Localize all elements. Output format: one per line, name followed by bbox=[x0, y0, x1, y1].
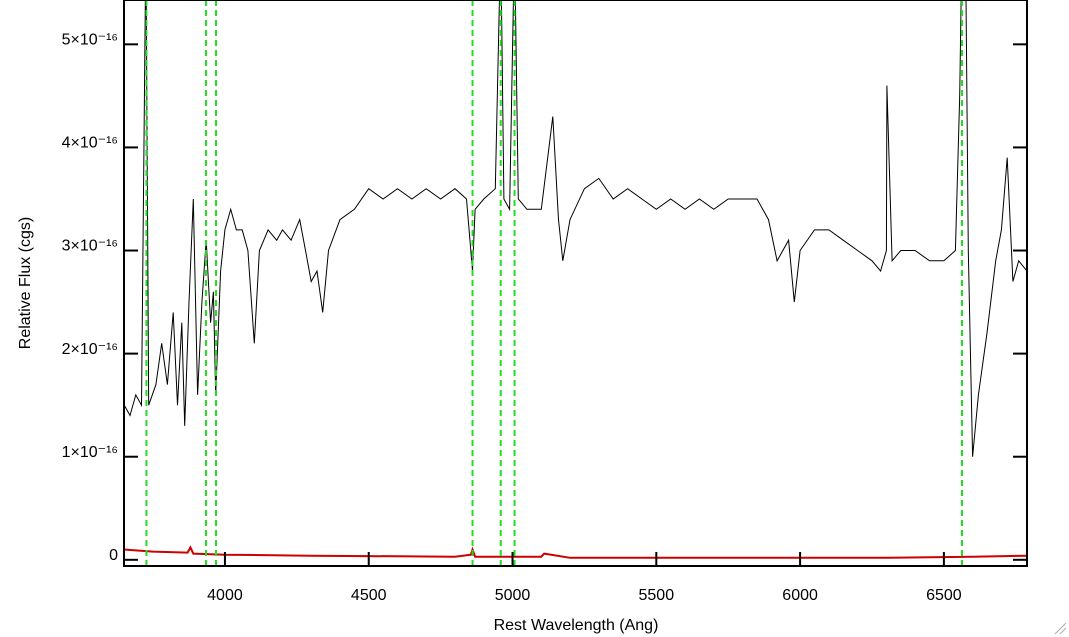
y-tick-label: 0 bbox=[109, 547, 118, 564]
y-tick-label: 1×10⁻¹⁶ bbox=[62, 444, 118, 461]
spectrum-line bbox=[124, 545, 1027, 559]
y-tick-label: 3×10⁻¹⁶ bbox=[62, 238, 118, 255]
y-tick-label: 2×10⁻¹⁶ bbox=[62, 341, 118, 358]
x-tick-label: 5500 bbox=[639, 587, 675, 604]
x-tick-label: 4000 bbox=[207, 587, 243, 604]
plot-area bbox=[124, 0, 1027, 566]
x-tick-label: 6500 bbox=[926, 587, 962, 604]
y-axis-label: Relative Flux (cgs) bbox=[17, 217, 34, 349]
resize-grip bbox=[1054, 622, 1067, 635]
x-tick-label: 5000 bbox=[495, 587, 531, 604]
y-tick-label: 5×10⁻¹⁶ bbox=[62, 32, 118, 49]
x-tick-label: 4500 bbox=[351, 587, 387, 604]
x-tick-label: 6000 bbox=[782, 587, 818, 604]
x-axis-label: Rest Wavelength (Ang) bbox=[494, 617, 659, 634]
y-tick-label: 4×10⁻¹⁶ bbox=[62, 135, 118, 152]
axes-frame bbox=[123, 0, 1028, 567]
spectrum-line bbox=[124, 0, 1027, 457]
